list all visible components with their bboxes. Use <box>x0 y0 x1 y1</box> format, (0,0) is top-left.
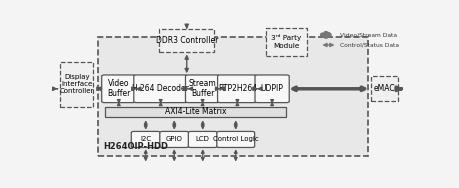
Text: RTP2H264: RTP2H264 <box>217 84 257 93</box>
Text: I2C: I2C <box>140 136 151 143</box>
Text: Module: Module <box>273 43 299 49</box>
FancyBboxPatch shape <box>216 131 254 148</box>
Text: Display
Interface
Controller: Display Interface Controller <box>59 74 94 94</box>
Text: 3ʳᵈ Party: 3ʳᵈ Party <box>271 33 301 41</box>
Text: Control Logic: Control Logic <box>213 136 258 143</box>
Text: H.264 Decoder: H.264 Decoder <box>132 84 189 93</box>
Text: Video
Buffer: Video Buffer <box>107 79 130 99</box>
Text: Control/Status Data: Control/Status Data <box>340 42 398 48</box>
Text: Stream
Buffer: Stream Buffer <box>188 79 216 99</box>
FancyBboxPatch shape <box>131 131 160 148</box>
Bar <box>104 107 286 117</box>
Text: AXI4-Lite Matrix: AXI4-Lite Matrix <box>164 108 226 116</box>
FancyBboxPatch shape <box>159 131 188 148</box>
Text: Video/Stream Data: Video/Stream Data <box>340 32 396 37</box>
FancyBboxPatch shape <box>101 75 136 103</box>
FancyBboxPatch shape <box>254 75 289 103</box>
FancyBboxPatch shape <box>134 75 187 103</box>
Text: eMAC: eMAC <box>373 84 395 93</box>
FancyBboxPatch shape <box>188 131 217 148</box>
FancyBboxPatch shape <box>217 75 257 103</box>
Bar <box>98 37 367 156</box>
Bar <box>159 29 214 52</box>
Bar <box>265 28 307 56</box>
Text: H264OIP-HDD: H264OIP-HDD <box>103 142 168 151</box>
Text: UDPIP: UDPIP <box>260 84 283 93</box>
Bar <box>370 76 397 102</box>
FancyBboxPatch shape <box>185 75 219 103</box>
Bar <box>60 62 93 107</box>
Text: LCD: LCD <box>196 136 209 143</box>
Text: DDR3 Controller: DDR3 Controller <box>155 36 218 45</box>
Text: GPIO: GPIO <box>165 136 182 143</box>
